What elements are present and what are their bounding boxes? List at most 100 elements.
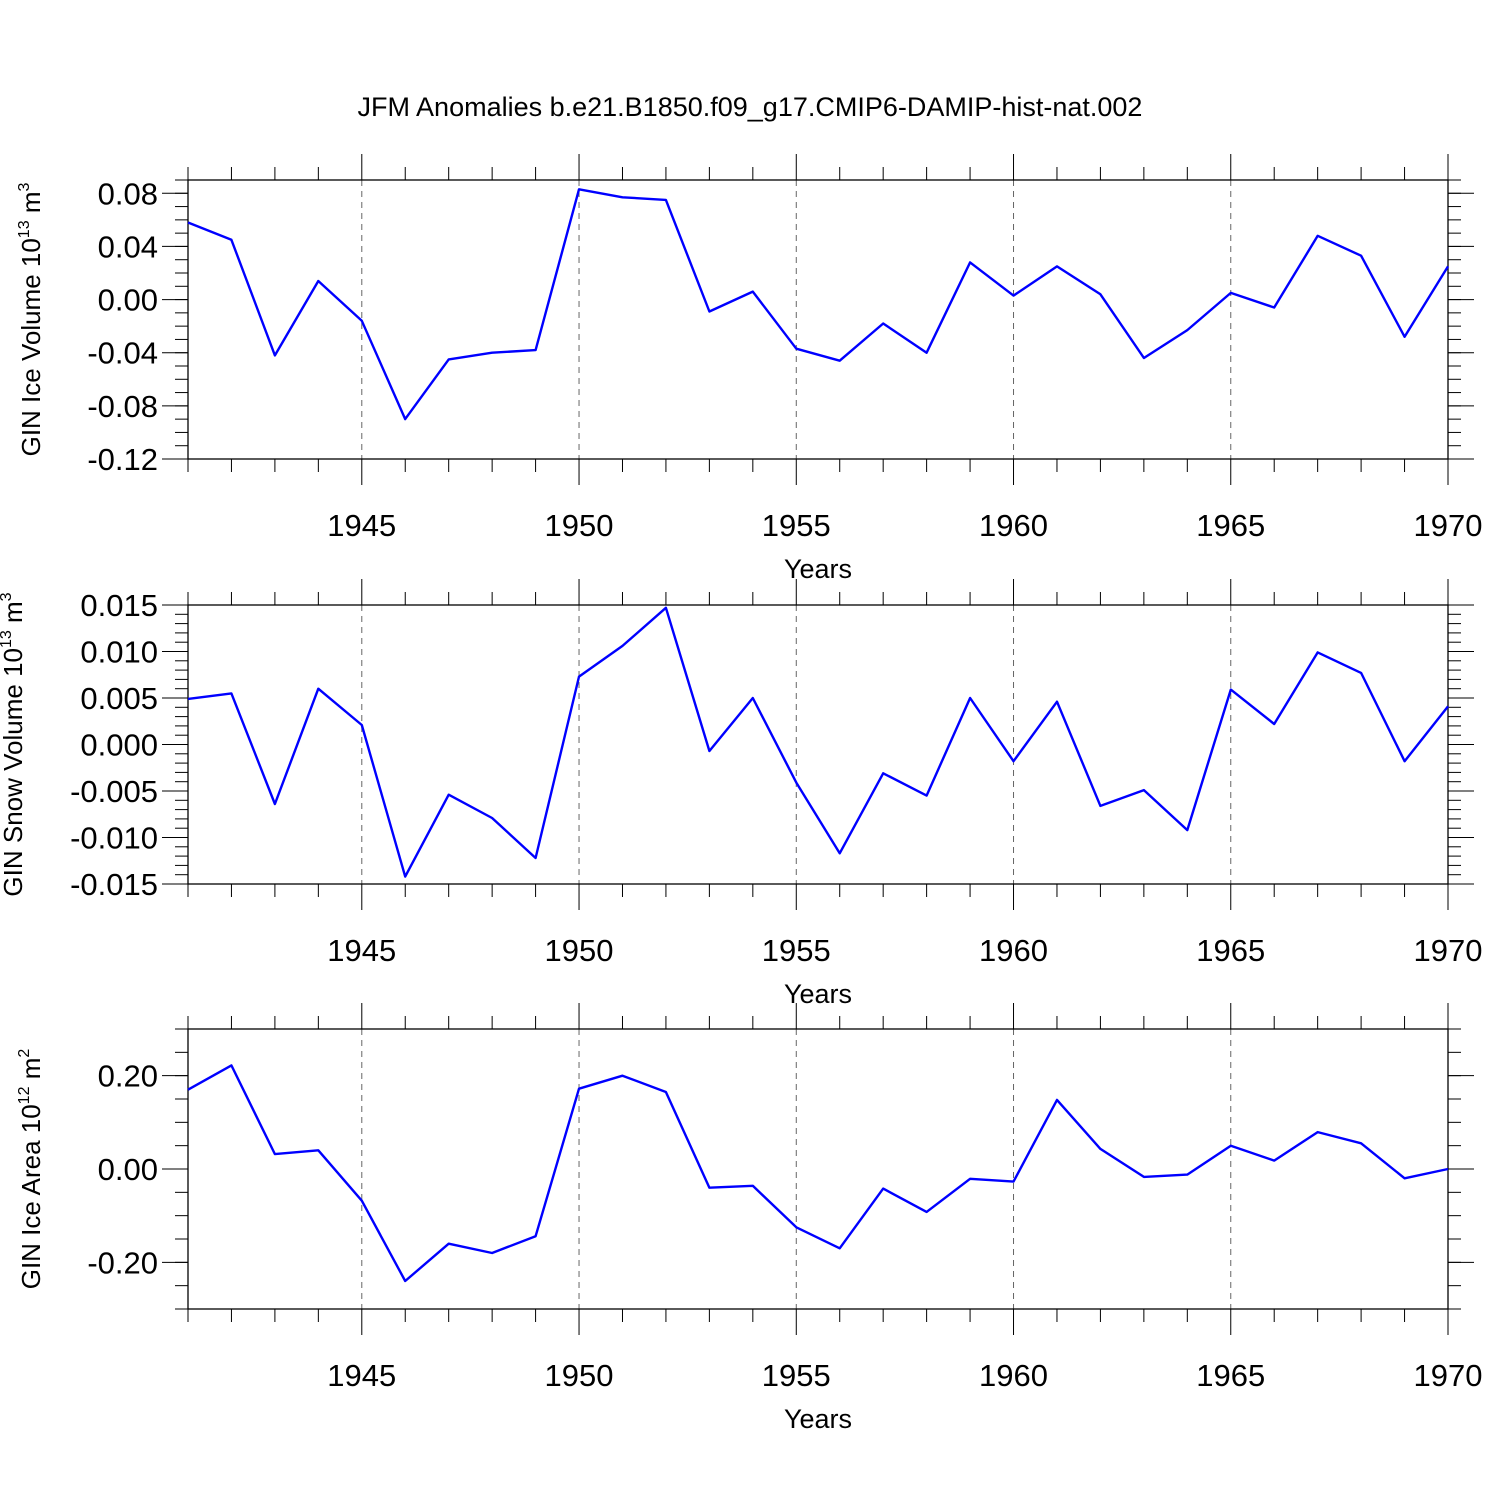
- data-point: [1359, 1141, 1363, 1145]
- data-point: [838, 359, 842, 363]
- x-tick-label: 1955: [762, 508, 831, 543]
- data-point: [316, 1148, 320, 1152]
- data-point: [751, 696, 755, 700]
- data-point: [664, 198, 668, 202]
- y-tick-label: -0.20: [87, 1245, 158, 1280]
- data-point: [1012, 1180, 1016, 1184]
- data-point: [1229, 291, 1233, 295]
- x-tick-label: 1945: [327, 508, 396, 543]
- y-axis-label-unit-exponent: 3: [0, 592, 15, 601]
- figure-title: JFM Anomalies b.e21.B1850.f09_g17.CMIP6-…: [358, 92, 1143, 122]
- data-point: [1403, 335, 1407, 339]
- data-point: [447, 1242, 451, 1246]
- data-point: [1446, 264, 1450, 268]
- data-point: [1272, 306, 1276, 310]
- x-tick-label: 1970: [1414, 933, 1483, 968]
- data-point: [1012, 294, 1016, 298]
- y-axis-label-unit-exponent: 3: [16, 182, 33, 191]
- y-tick-label: -0.04: [87, 336, 158, 371]
- data-point: [1316, 1130, 1320, 1134]
- x-tick-label: 1965: [1196, 1358, 1265, 1393]
- plot-frame: [187, 604, 1449, 885]
- y-tick-label: -0.010: [70, 821, 158, 856]
- data-point: [1359, 254, 1363, 258]
- data-series-line: [187, 606, 1449, 878]
- data-point: [1446, 704, 1450, 708]
- y-axis-label-unit: m: [16, 191, 46, 220]
- data-point: [316, 687, 320, 691]
- chart-panel-1: -0.12 -0.08 -0.04 0.00 0.04 0.08 1945 1950 1955 1…: [16, 154, 1482, 584]
- y-tick-label: -0.12: [87, 442, 158, 477]
- data-point: [1098, 1147, 1102, 1151]
- y-axis-label-text: GIN Snow Volume 10: [0, 648, 28, 897]
- y-axis-label: GIN Ice Area 1012 m2: [16, 1049, 46, 1290]
- x-tick-label: 1960: [979, 508, 1048, 543]
- data-point: [1055, 264, 1059, 268]
- data-point: [1055, 1098, 1059, 1102]
- data-point: [1142, 788, 1146, 792]
- data-point: [838, 851, 842, 855]
- data-point: [664, 606, 668, 610]
- x-tick-label: 1955: [762, 933, 831, 968]
- y-tick-label: -0.08: [87, 389, 158, 424]
- data-point: [707, 749, 711, 753]
- data-point: [1403, 759, 1407, 763]
- x-tick-label: 1960: [979, 933, 1048, 968]
- y-tick-label: 0.005: [80, 681, 158, 716]
- y-axis-label-exponent: 13: [16, 220, 33, 238]
- y-tick-label: 0.20: [98, 1059, 158, 1094]
- data-point: [577, 675, 581, 679]
- data-point: [620, 195, 624, 199]
- data-point: [1316, 650, 1320, 654]
- data-point: [316, 279, 320, 283]
- data-point: [1185, 328, 1189, 332]
- data-point: [403, 417, 407, 421]
- data-point: [273, 802, 277, 806]
- data-point: [794, 781, 798, 785]
- y-tick-label: -0.015: [70, 867, 158, 902]
- x-tick-label: 1955: [762, 1358, 831, 1393]
- data-point: [490, 351, 494, 355]
- y-tick-label: 0.000: [80, 728, 158, 763]
- data-point: [534, 348, 538, 352]
- data-point: [229, 1063, 233, 1067]
- data-point: [968, 1177, 972, 1181]
- y-axis-label-exponent: 13: [0, 630, 15, 648]
- data-point: [1272, 1159, 1276, 1163]
- data-point: [534, 856, 538, 860]
- y-tick-label: -0.005: [70, 774, 158, 809]
- data-series-line: [187, 188, 1450, 421]
- data-point: [186, 1088, 190, 1092]
- panels: -0.12 -0.08 -0.04 0.00 0.04 0.08 1945 1950 1955 1…: [0, 154, 1482, 1434]
- y-axis-label-unit: m: [16, 1058, 46, 1087]
- y-tick-label: 0.04: [98, 229, 158, 264]
- data-point: [1229, 688, 1233, 692]
- data-point: [707, 310, 711, 314]
- data-point: [1403, 1176, 1407, 1180]
- data-point: [968, 260, 972, 264]
- data-point: [1229, 1144, 1233, 1148]
- data-series-line: [187, 1064, 1449, 1283]
- x-tick-label: 1950: [545, 933, 614, 968]
- data-point: [360, 319, 364, 323]
- y-axis-label: GIN Ice Volume 1013 m3: [16, 182, 46, 456]
- data-point: [273, 353, 277, 357]
- x-tick-label: 1960: [979, 1358, 1048, 1393]
- data-point: [1142, 356, 1146, 360]
- x-tick-label: 1965: [1196, 508, 1265, 543]
- data-point: [447, 793, 451, 797]
- data-point: [968, 696, 972, 700]
- data-point: [403, 1279, 407, 1283]
- y-axis-label-unit: m: [0, 601, 28, 630]
- x-tick-label: 1945: [327, 1358, 396, 1393]
- data-point: [447, 357, 451, 361]
- data-point: [360, 1199, 364, 1203]
- y-tick-label: 0.010: [80, 635, 158, 670]
- data-point: [794, 347, 798, 351]
- data-point: [490, 1251, 494, 1255]
- x-axis-label: Years: [784, 554, 852, 584]
- x-tick-label: 1950: [545, 508, 614, 543]
- data-point: [534, 1234, 538, 1238]
- data-point: [881, 1187, 885, 1191]
- y-tick-label: 0.08: [98, 176, 158, 211]
